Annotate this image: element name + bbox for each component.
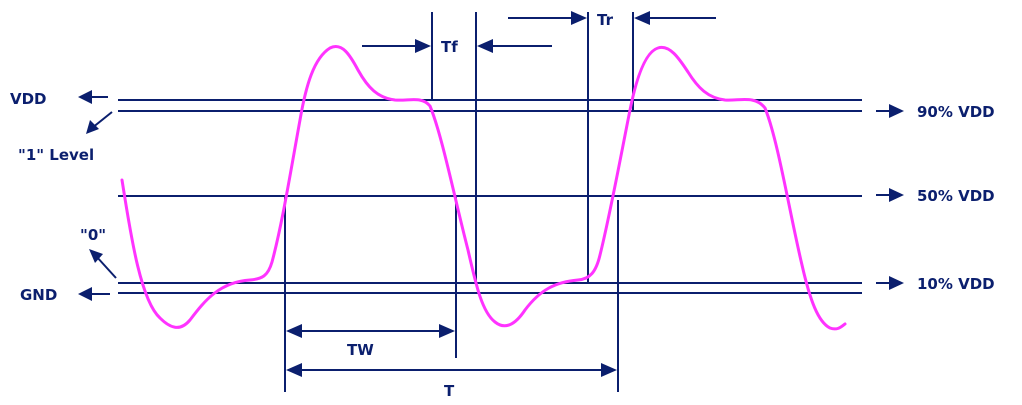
t-label: T	[444, 382, 455, 400]
gnd-label: GND	[20, 286, 57, 304]
tf-right-arrow-head	[477, 39, 493, 53]
zero-pointer-line	[95, 255, 117, 279]
vdd-90-arrow-head	[889, 104, 904, 118]
vdd-50-label: 50% VDD	[917, 187, 995, 205]
waveform	[120, 45, 847, 331]
tw-right-arrow-head	[439, 324, 455, 338]
one-level-pointer-head	[86, 120, 99, 134]
vdd-arrow-head	[78, 90, 92, 104]
tr-label: Tr	[597, 11, 614, 29]
one-level-label: "1" Level	[18, 146, 94, 164]
vdd-label: VDD	[10, 90, 47, 108]
tf-left-arrow-head	[415, 39, 431, 53]
vdd-10-arrow-head	[889, 276, 904, 290]
t-left-arrow-head	[286, 363, 302, 377]
tw-left-arrow-head	[286, 324, 302, 338]
tw-label: TW	[347, 341, 374, 359]
zero-label: "0"	[80, 226, 106, 244]
gnd-arrow-head	[78, 287, 92, 301]
tf-label: Tf	[441, 38, 458, 56]
t-right-arrow-head	[601, 363, 617, 377]
tr-right-arrow-head	[634, 11, 650, 25]
vdd-90-label: 90% VDD	[917, 103, 995, 121]
vdd-50-arrow-head	[889, 188, 904, 202]
tr-left-arrow-head	[571, 11, 587, 25]
vdd-10-label: 10% VDD	[917, 275, 995, 293]
zero-pointer-head	[89, 249, 103, 263]
